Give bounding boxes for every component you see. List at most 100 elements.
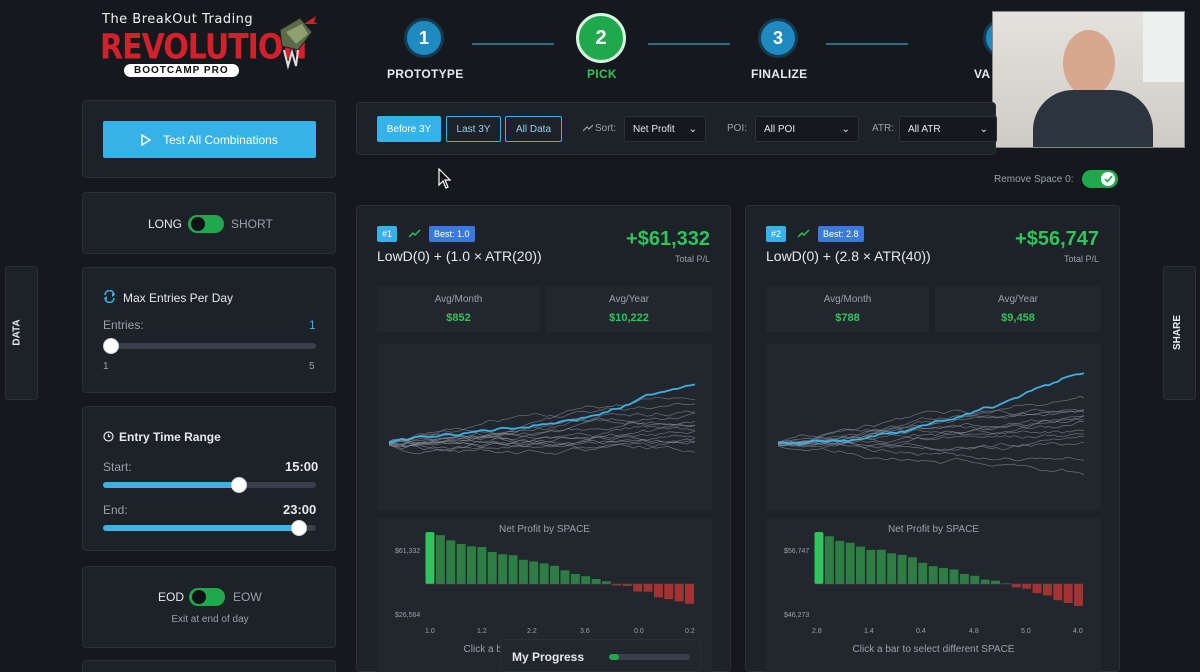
space-bar[interactable] bbox=[1032, 584, 1042, 594]
sort-select[interactable]: Net Profit ⌄ bbox=[624, 116, 706, 142]
step-3-label: FINALIZE bbox=[751, 67, 808, 81]
space-bar[interactable] bbox=[918, 562, 928, 584]
avg-month-label: Avg/Month bbox=[434, 294, 483, 305]
remove-space-toggle[interactable] bbox=[1082, 170, 1118, 188]
space-bar[interactable] bbox=[845, 542, 855, 584]
exit-toggle[interactable] bbox=[189, 588, 225, 606]
space-bar[interactable] bbox=[814, 532, 824, 584]
formula: LowD(0) + (1.0 × ATR(20)) bbox=[377, 248, 542, 264]
step-1[interactable]: 1 bbox=[404, 18, 444, 58]
last-3y-button[interactable]: Last 3Y bbox=[446, 116, 501, 142]
chevron-down-icon: ⌄ bbox=[841, 123, 850, 135]
space-bar[interactable] bbox=[908, 557, 917, 584]
space-bar[interactable] bbox=[664, 584, 674, 600]
space-bar[interactable] bbox=[633, 584, 643, 592]
start-slider-thumb[interactable] bbox=[231, 477, 247, 493]
space-bar[interactable] bbox=[508, 555, 518, 584]
sort-value: Net Profit bbox=[633, 123, 675, 135]
equity-curve-sim bbox=[777, 441, 1085, 452]
space-bar[interactable] bbox=[928, 566, 938, 584]
space-bar[interactable] bbox=[539, 563, 549, 584]
data-side-tab[interactable]: DATA bbox=[5, 266, 38, 400]
y-axis-bottom: $26,564 bbox=[395, 612, 421, 619]
equity-curve-best bbox=[388, 383, 696, 444]
space-bar[interactable] bbox=[685, 584, 694, 604]
space-bar[interactable] bbox=[876, 549, 886, 584]
entries-slider-thumb[interactable] bbox=[103, 338, 119, 354]
space-bar[interactable] bbox=[519, 559, 528, 584]
space-bar[interactable] bbox=[622, 584, 632, 586]
logo-title: REVOLUTION bbox=[100, 27, 307, 68]
space-bar[interactable] bbox=[959, 574, 969, 584]
space-bar[interactable] bbox=[1011, 584, 1021, 588]
space-bar[interactable] bbox=[1053, 584, 1063, 601]
space-bar[interactable] bbox=[674, 584, 684, 602]
total-pl: +$61,332 bbox=[626, 228, 710, 250]
space-bar[interactable] bbox=[897, 554, 907, 584]
long-label: LONG bbox=[148, 217, 183, 231]
space-bar[interactable] bbox=[570, 574, 580, 584]
my-progress-widget[interactable]: My Progress bbox=[500, 639, 701, 672]
direction-toggle[interactable] bbox=[188, 215, 224, 233]
avg-year-label: Avg/Year bbox=[608, 294, 650, 305]
equity-curve-sim bbox=[388, 396, 696, 442]
share-side-tab[interactable]: SHARE bbox=[1163, 266, 1196, 400]
space-bar[interactable] bbox=[560, 570, 570, 584]
space-bar[interactable] bbox=[487, 552, 497, 584]
result-card-1[interactable]: #1 Best: 1.0 LowD(0) + (1.0 × ATR(20)) +… bbox=[356, 205, 731, 672]
max-entries-panel: Max Entries Per Day Entries: 1 1 5 bbox=[82, 267, 336, 393]
space-bar[interactable] bbox=[970, 575, 980, 584]
space-bar[interactable] bbox=[654, 584, 663, 598]
space-bar[interactable] bbox=[529, 561, 539, 585]
space-bar[interactable] bbox=[949, 569, 959, 585]
test-all-panel: Test All Combinations bbox=[82, 100, 336, 178]
space-bar[interactable] bbox=[980, 579, 990, 584]
space-bar[interactable] bbox=[887, 553, 897, 584]
equity-curve-sim bbox=[388, 424, 696, 445]
space-bar[interactable] bbox=[939, 567, 948, 584]
end-slider-thumb[interactable] bbox=[291, 520, 307, 536]
entries-slider-track[interactable] bbox=[103, 343, 316, 349]
step-1-label: PROTOTYPE bbox=[387, 67, 464, 81]
space-bar[interactable] bbox=[1063, 584, 1073, 603]
before-3y-button[interactable]: Before 3Y bbox=[377, 116, 441, 142]
space-bar[interactable] bbox=[425, 532, 435, 584]
space-bar[interactable] bbox=[498, 554, 508, 584]
atr-select[interactable]: All ATR ⌄ bbox=[899, 116, 997, 142]
space-bars[interactable] bbox=[766, 518, 1101, 672]
equity-curve-sim bbox=[388, 441, 696, 452]
space-bar[interactable] bbox=[1022, 584, 1032, 589]
space-bar[interactable] bbox=[456, 544, 466, 584]
space-bar[interactable] bbox=[643, 584, 653, 592]
space-bar[interactable] bbox=[477, 547, 487, 584]
space-bar[interactable] bbox=[435, 535, 445, 584]
space-bar[interactable] bbox=[866, 549, 876, 584]
space-bars[interactable] bbox=[377, 518, 712, 672]
space-bar[interactable] bbox=[612, 584, 622, 586]
all-data-button[interactable]: All Data bbox=[505, 116, 562, 142]
space-bar[interactable] bbox=[835, 540, 845, 584]
space-bar[interactable] bbox=[591, 579, 601, 584]
space-bar[interactable] bbox=[581, 576, 591, 584]
space-bar[interactable] bbox=[991, 580, 1000, 584]
space-bar[interactable] bbox=[1074, 584, 1083, 606]
total-pl-label: Total P/L bbox=[674, 254, 710, 264]
result-card-2[interactable]: #2 Best: 2.8 LowD(0) + (2.8 × ATR(40)) +… bbox=[745, 205, 1120, 672]
webcam-person-body bbox=[1033, 90, 1153, 147]
test-all-label: Test All Combinations bbox=[163, 132, 278, 147]
space-bar[interactable] bbox=[856, 546, 865, 584]
space-bar[interactable] bbox=[1043, 584, 1052, 596]
direction-panel: LONG SHORT bbox=[82, 192, 336, 254]
space-bar[interactable] bbox=[602, 581, 611, 584]
step-2[interactable]: 2 bbox=[576, 13, 626, 63]
step-3[interactable]: 3 bbox=[758, 18, 798, 58]
equity-curves bbox=[777, 372, 1085, 476]
test-all-button[interactable]: Test All Combinations bbox=[103, 121, 316, 158]
space-bar[interactable] bbox=[550, 565, 559, 584]
poi-select[interactable]: All POI ⌄ bbox=[755, 116, 859, 142]
space-bar[interactable] bbox=[467, 546, 476, 584]
space-bar[interactable] bbox=[446, 540, 456, 584]
space-bar-chart[interactable]: Net Profit by SPACE $56,747 $46,273 2.8 … bbox=[766, 518, 1101, 672]
x-tick: 4.0 bbox=[1073, 628, 1083, 635]
space-bar[interactable] bbox=[824, 536, 834, 584]
